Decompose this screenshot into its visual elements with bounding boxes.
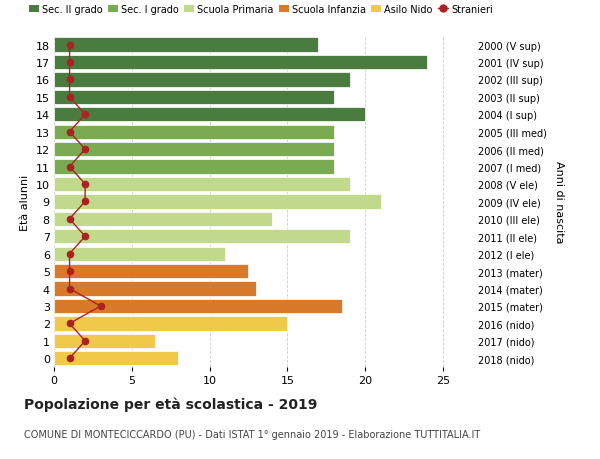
Text: Popolazione per età scolastica - 2019: Popolazione per età scolastica - 2019 xyxy=(24,397,317,412)
Legend: Sec. II grado, Sec. I grado, Scuola Primaria, Scuola Infanzia, Asilo Nido, Stran: Sec. II grado, Sec. I grado, Scuola Prim… xyxy=(29,5,493,15)
Y-axis label: Anni di nascita: Anni di nascita xyxy=(554,161,564,243)
Text: COMUNE DI MONTECICCARDO (PU) - Dati ISTAT 1° gennaio 2019 - Elaborazione TUTTITA: COMUNE DI MONTECICCARDO (PU) - Dati ISTA… xyxy=(24,429,480,439)
Bar xyxy=(54,212,272,226)
Bar xyxy=(54,352,178,366)
Bar xyxy=(54,90,334,105)
Bar xyxy=(54,143,334,157)
Bar xyxy=(54,282,256,296)
Bar xyxy=(54,299,342,313)
Bar xyxy=(54,264,248,279)
Bar xyxy=(54,195,380,209)
Bar xyxy=(54,317,287,331)
Bar xyxy=(54,247,225,261)
Bar xyxy=(54,334,155,348)
Bar xyxy=(54,125,334,140)
Bar xyxy=(54,160,334,174)
Y-axis label: Età alunni: Età alunni xyxy=(20,174,30,230)
Bar xyxy=(54,73,350,87)
Bar xyxy=(54,56,427,70)
Bar xyxy=(54,230,350,244)
Bar xyxy=(54,38,319,52)
Bar xyxy=(54,178,350,192)
Bar xyxy=(54,108,365,122)
